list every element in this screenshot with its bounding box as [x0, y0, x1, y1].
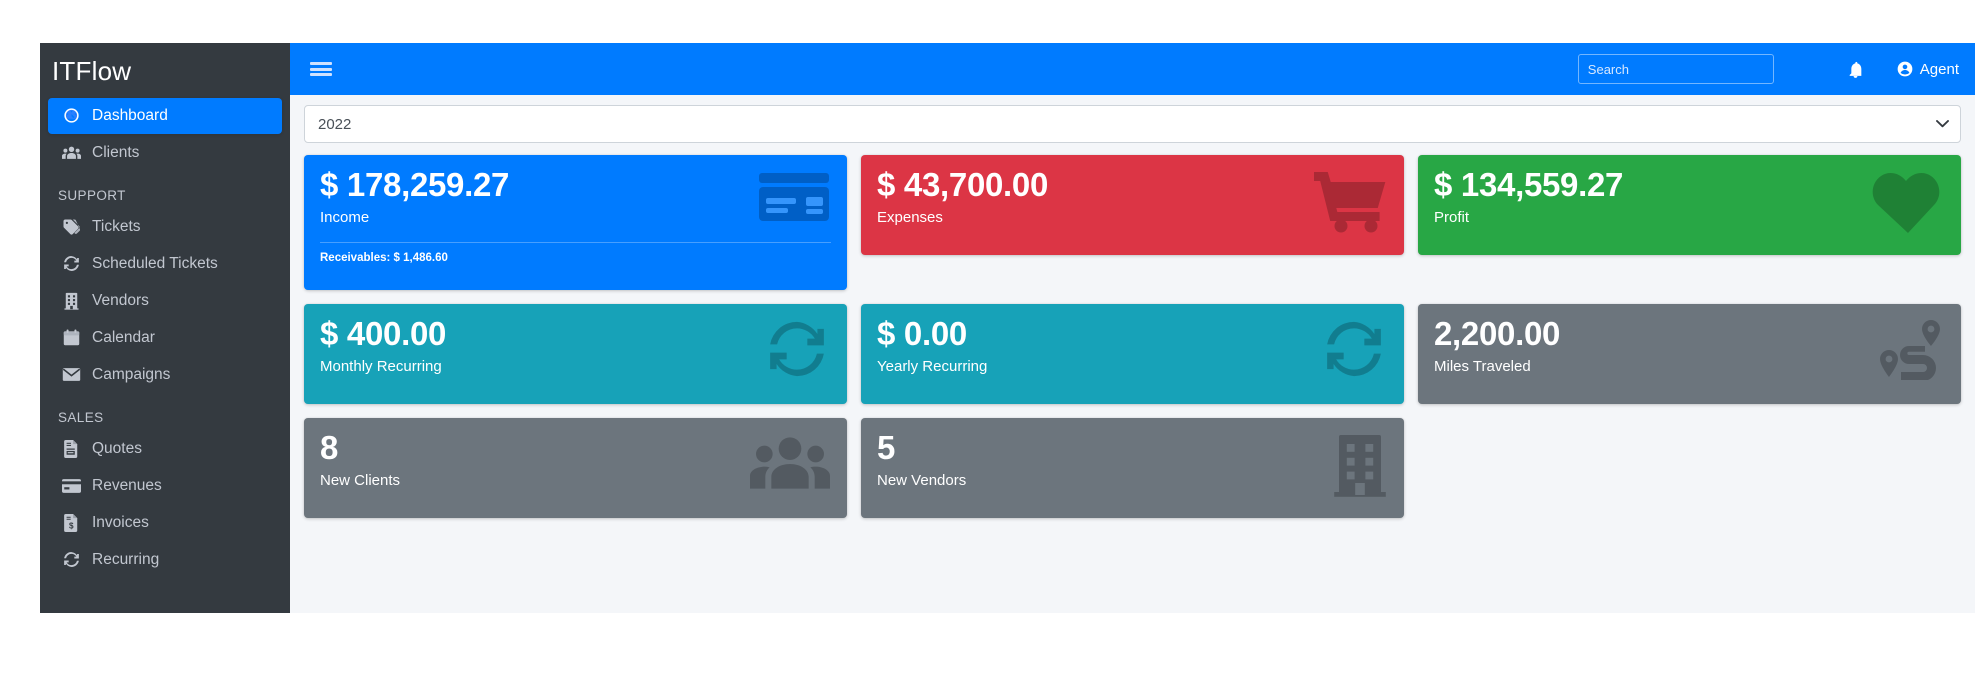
stat-cards-row-3: 8 New Clients 5 New Vendors [304, 418, 1961, 518]
credit-card-icon [58, 478, 84, 493]
card-col-empty [1418, 418, 1961, 518]
stat-card-label: New Clients [320, 471, 401, 489]
card-col: 8 New Clients [304, 418, 847, 518]
user-circle-icon [1897, 61, 1913, 77]
stat-card-expenses[interactable]: $ 43,700.00 Expenses [861, 155, 1404, 255]
year-filter: 2022 [304, 105, 1961, 143]
stat-card-footer: Receivables: $ 1,486.60 [320, 241, 831, 272]
stat-card-monthly-recurring[interactable]: $ 400.00 Monthly Recurring [304, 304, 847, 404]
sidebar-item-label: Recurring [92, 550, 160, 568]
users-icon [58, 145, 84, 160]
stat-card-label: Income [320, 208, 370, 226]
envelope-icon [58, 367, 84, 382]
user-name: Agent [1919, 60, 1959, 78]
stat-card-value: $ 400.00 [320, 315, 447, 352]
stat-card-yearly-recurring[interactable]: $ 0.00 Yearly Recurring [861, 304, 1404, 404]
stat-card-label: New Vendors [877, 471, 967, 489]
sidebar-item-recurring[interactable]: Recurring [48, 542, 282, 578]
stat-card-profit[interactable]: $ 134,559.27 Profit [1418, 155, 1961, 255]
sidebar-item-label: Clients [92, 143, 140, 161]
sidebar-item-calendar[interactable]: Calendar [48, 320, 282, 356]
sync-icon [58, 255, 84, 272]
search-input[interactable] [1578, 55, 1773, 83]
file-dollar-icon: $ [58, 513, 84, 532]
stat-cards-row-2: $ 400.00 Monthly Recurring $ 0.00 Yearly… [304, 304, 1961, 404]
app-window: ITFlow Dashboard Clients SUPPORT [40, 43, 1975, 613]
dashboard-content: 2022 $ 178,259.27 Income Receivables: $ … [290, 95, 1975, 613]
stat-card-value: $ 43,700.00 [877, 166, 1049, 203]
card-col: 5 New Vendors [861, 418, 1404, 518]
sidebar-item-quotes[interactable]: Quotes [48, 431, 282, 467]
card-col: $ 134,559.27 Profit [1418, 155, 1961, 290]
sidebar-item-campaigns[interactable]: Campaigns [48, 357, 282, 393]
notifications-button[interactable] [1848, 61, 1863, 78]
stat-card-label: Expenses [877, 208, 943, 226]
card-col: $ 0.00 Yearly Recurring [861, 304, 1404, 404]
sidebar-item-label: Tickets [92, 217, 141, 235]
sidebar-item-tickets[interactable]: Tickets [48, 209, 282, 245]
hamburger-icon[interactable] [310, 60, 332, 78]
sidebar-nav: Dashboard Clients SUPPORT Tickets [40, 97, 290, 578]
sidebar-item-invoices[interactable]: $ Invoices [48, 505, 282, 541]
stat-card-label: Monthly Recurring [320, 357, 442, 375]
tag-icon [58, 218, 84, 236]
sidebar-item-vendors[interactable]: Vendors [48, 283, 282, 319]
sidebar-item-label: Calendar [92, 328, 155, 346]
file-invoice-icon [58, 439, 84, 458]
stat-card-value: 5 [877, 429, 896, 466]
stat-card-label: Profit [1434, 208, 1470, 226]
sidebar-item-revenues[interactable]: Revenues [48, 468, 282, 504]
top-navbar: Agent [290, 43, 1975, 95]
stat-card-value: $ 0.00 [877, 315, 967, 352]
dashboard-icon [58, 107, 84, 124]
sidebar-item-label: Dashboard [92, 106, 168, 124]
stat-card-new-clients[interactable]: 8 New Clients [304, 418, 847, 518]
search-button[interactable] [1773, 55, 1774, 83]
calendar-icon [58, 329, 84, 346]
stat-cards-row-1: $ 178,259.27 Income Receivables: $ 1,486… [304, 155, 1961, 290]
user-menu[interactable]: Agent [1897, 61, 1959, 78]
stat-card-value: $ 134,559.27 [1434, 166, 1624, 203]
sidebar-item-label: Campaigns [92, 365, 171, 383]
stat-card-new-vendors[interactable]: 5 New Vendors [861, 418, 1404, 518]
stat-card-label: Yearly Recurring [877, 357, 988, 375]
sidebar-item-scheduled-tickets[interactable]: Scheduled Tickets [48, 246, 282, 282]
stat-card-value: 8 [320, 429, 339, 466]
sidebar-item-label: Revenues [92, 476, 162, 494]
card-col: 2,200.00 Miles Traveled [1418, 304, 1961, 404]
main-area: Agent 2022 $ 178,259.27 [290, 43, 1975, 613]
svg-text:$: $ [69, 521, 74, 530]
sidebar-item-label: Vendors [92, 291, 149, 309]
card-col: $ 400.00 Monthly Recurring [304, 304, 847, 404]
building-icon [58, 292, 84, 310]
stat-card-value: 2,200.00 [1434, 315, 1561, 352]
sidebar-section-support: SUPPORT [58, 187, 126, 203]
sidebar-item-dashboard[interactable]: Dashboard [48, 97, 282, 134]
sidebar-item-label: Scheduled Tickets [92, 254, 218, 272]
stat-card-value: $ 178,259.27 [320, 166, 510, 203]
sync-icon [58, 551, 84, 568]
search-group [1577, 54, 1774, 84]
sidebar-item-label: Invoices [92, 513, 149, 531]
content-bottom-spacer [304, 532, 1961, 546]
sidebar-item-clients[interactable]: Clients [48, 135, 282, 171]
sidebar-item-label: Quotes [92, 439, 142, 457]
sidebar-section-sales: SALES [58, 409, 104, 425]
card-col: $ 43,700.00 Expenses [861, 155, 1404, 290]
stat-card-income[interactable]: $ 178,259.27 Income Receivables: $ 1,486… [304, 155, 847, 290]
card-col: $ 178,259.27 Income Receivables: $ 1,486… [304, 155, 847, 290]
year-select[interactable]: 2022 [304, 105, 1961, 143]
sidebar: ITFlow Dashboard Clients SUPPORT [40, 43, 290, 613]
brand-title: ITFlow [52, 56, 132, 86]
stat-card-label: Miles Traveled [1434, 357, 1531, 375]
bell-icon [1848, 61, 1863, 78]
stat-card-miles-traveled[interactable]: 2,200.00 Miles Traveled [1418, 304, 1961, 404]
